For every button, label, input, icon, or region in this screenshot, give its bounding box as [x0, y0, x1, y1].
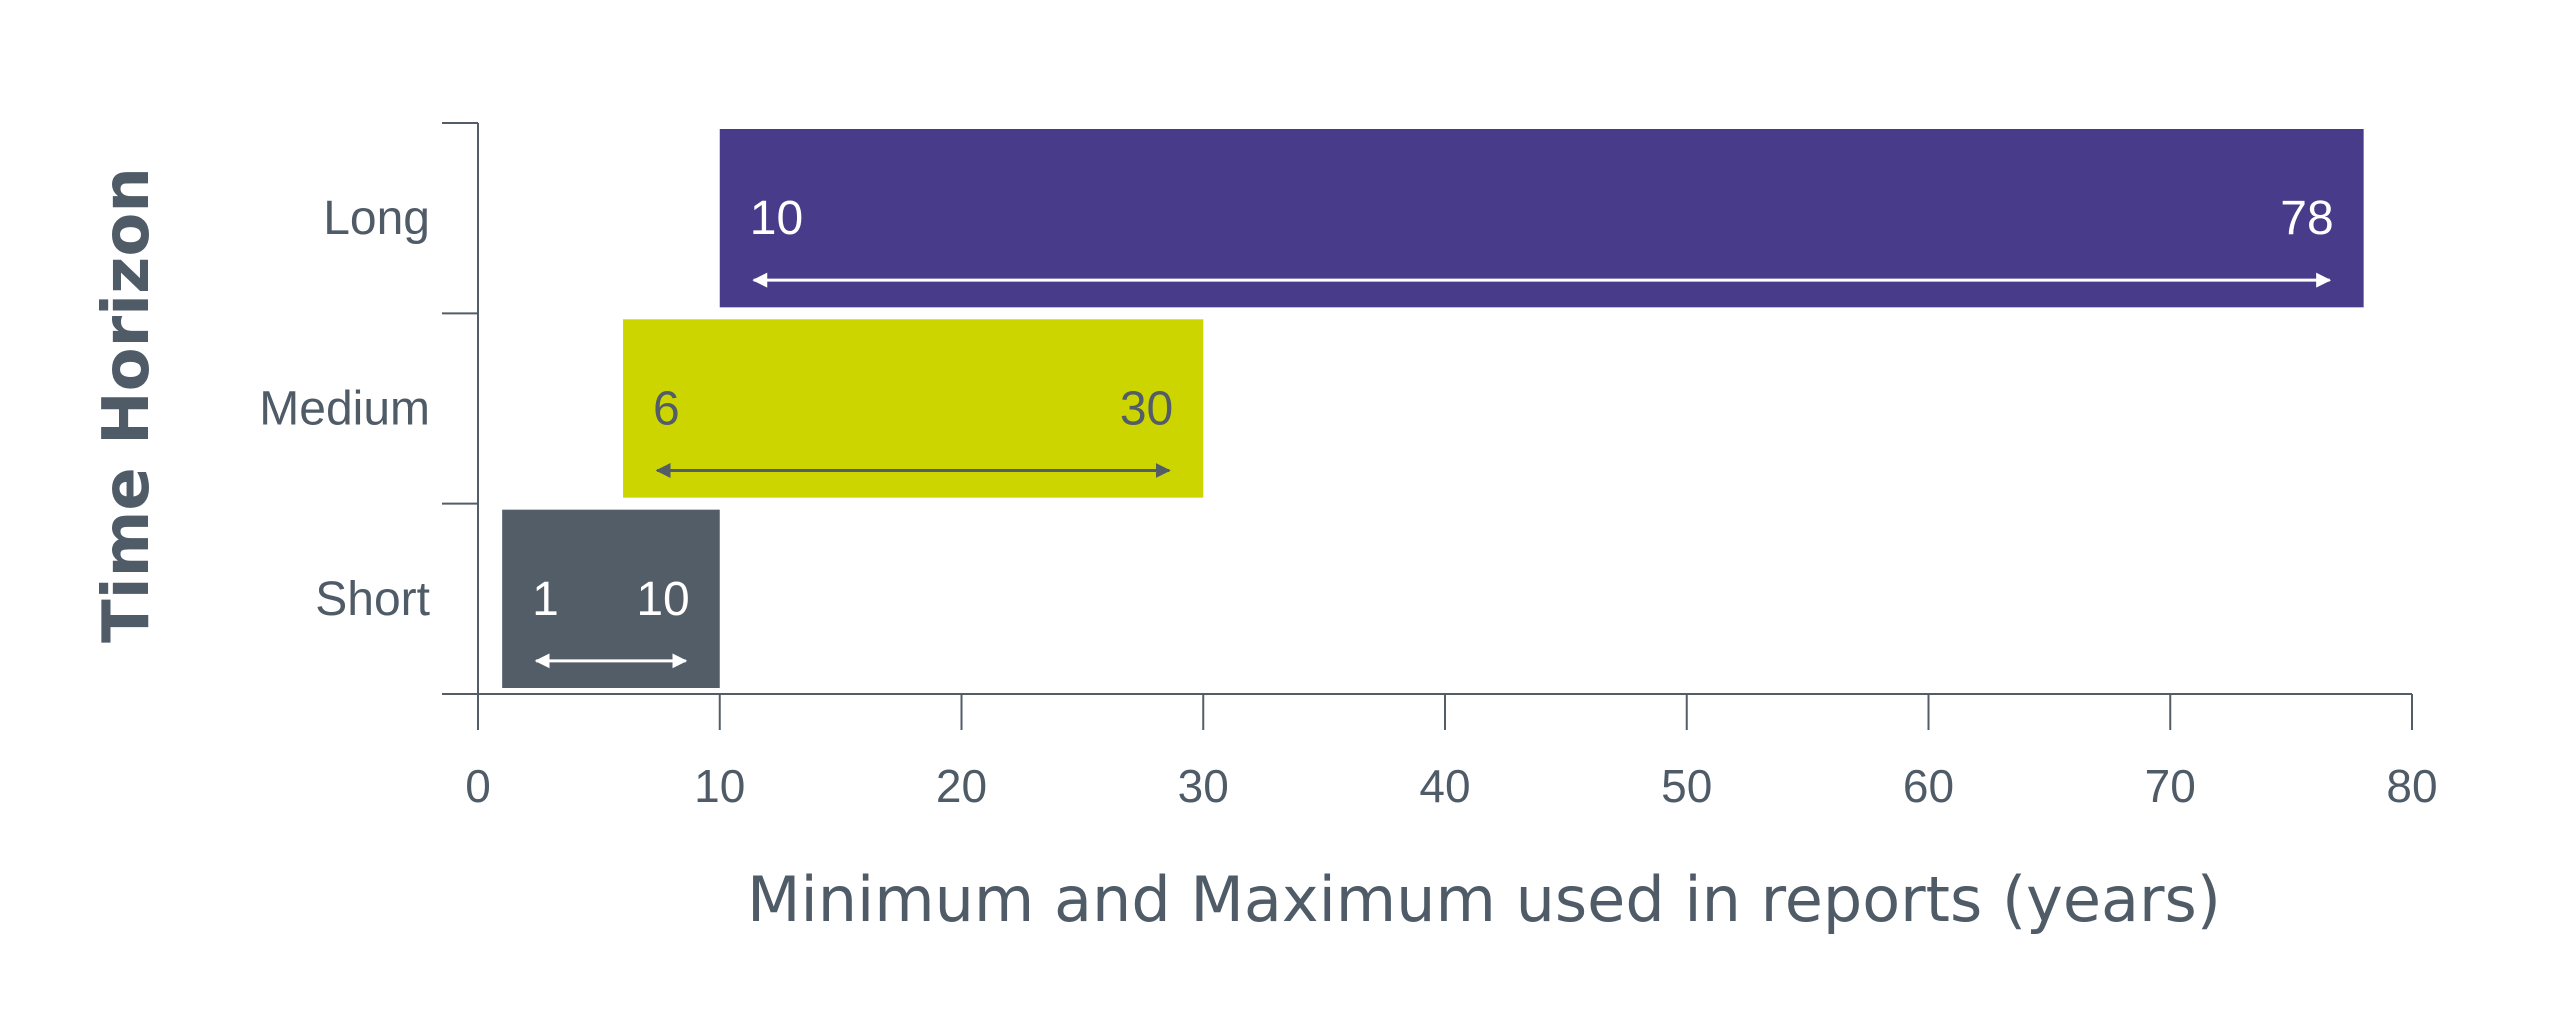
y-category-label: Long: [323, 192, 430, 245]
y-category-label: Short: [315, 573, 430, 626]
x-tick-label: 80: [2386, 760, 2437, 812]
x-axis-title: Minimum and Maximum used in reports (yea…: [747, 863, 2221, 936]
bar-max-label: 78: [2280, 192, 2333, 245]
axes-layer: 0 10 20 30 40 50 60 70 80: [442, 122, 2438, 812]
y-axis-title: Time Horizon: [90, 167, 164, 643]
bar-max-label: 30: [1120, 383, 1173, 436]
x-tick-label: 40: [1419, 760, 1470, 812]
bar-min-label: 10: [750, 192, 803, 245]
x-tick-label: 50: [1661, 760, 1712, 812]
x-tick-label: 10: [694, 760, 745, 812]
bar-min-label: 6: [653, 383, 680, 436]
bars-layer: [502, 129, 2364, 688]
bar-min-label: 1: [532, 573, 559, 626]
labels-layer: Short 1 10 Medium 6 30 Long 10 78: [259, 192, 2333, 626]
x-tick-label: 60: [1903, 760, 1954, 812]
x-tick-label: 20: [936, 760, 987, 812]
bar-max-label: 10: [636, 573, 689, 626]
x-tick-label: 0: [465, 760, 491, 812]
x-tick-label: 30: [1178, 760, 1229, 812]
x-tick-label: 70: [2145, 760, 2196, 812]
y-category-label: Medium: [259, 383, 430, 436]
